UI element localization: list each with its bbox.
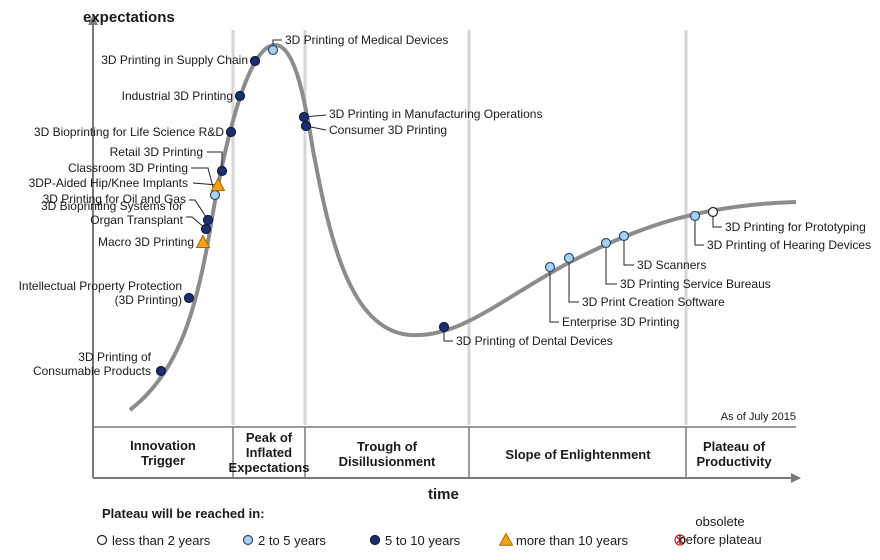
technology-markers <box>155 44 719 377</box>
orange-triangle-icon <box>498 532 514 546</box>
phase-label: Productivity <box>696 454 772 469</box>
y-axis-title: expectations <box>83 9 175 26</box>
technology-marker <box>563 252 575 264</box>
technology-label: 3D Printing for Oil and Gas <box>43 192 186 206</box>
phase-label: Slope of Enlightenment <box>505 447 651 462</box>
technology-label: Industrial 3D Printing <box>122 89 233 103</box>
leader-lines <box>186 39 722 342</box>
dark-blue-circle-icon <box>369 534 381 546</box>
technology-label: 3D Bioprinting for Life Science R&D <box>34 125 224 139</box>
legend-item: less than 2 years <box>96 533 211 548</box>
leader-line <box>568 258 579 303</box>
technology-label: 3D Printing of Dental Devices <box>456 334 613 348</box>
technology-label: (3D Printing) <box>115 293 182 307</box>
technology-label: 3D Printing in Manufacturing Operations <box>329 107 542 121</box>
technology-label: Consumer 3D Printing <box>329 123 447 137</box>
phase-label: Inflated <box>246 445 292 460</box>
technology-marker <box>267 44 279 56</box>
phase-label: Peak of <box>246 430 293 445</box>
leader-line <box>207 151 223 171</box>
technology-marker <box>209 189 221 201</box>
phase-label: Trigger <box>141 453 185 468</box>
legend-label: less than 2 years <box>112 533 211 548</box>
legend-label: obsolete <box>695 514 744 529</box>
phase-label: Trough of <box>357 439 418 454</box>
technology-marker <box>202 214 214 226</box>
technology-marker <box>707 206 719 218</box>
legend-title: Plateau will be reached in: <box>102 506 265 521</box>
technology-labels: 3D Printing of Medical Devices 3D Printin… <box>19 33 872 378</box>
phase-label: Disillusionment <box>339 454 436 469</box>
technology-marker <box>438 321 450 333</box>
technology-marker <box>200 223 212 235</box>
x-axis-title: time <box>428 486 459 503</box>
technology-marker <box>216 165 228 177</box>
technology-marker <box>195 234 211 249</box>
legend-label: 2 to 5 years <box>258 533 326 548</box>
legend-item: 5 to 10 years <box>369 533 461 548</box>
legend-label: more than 10 years <box>516 533 629 548</box>
technology-label: 3D Printing of Hearing Devices <box>707 238 871 252</box>
legend-label: before plateau <box>678 532 761 547</box>
legend-item: obsolete before plateau <box>674 514 762 547</box>
legend-label: 5 to 10 years <box>385 533 461 548</box>
technology-label: Consumable Products <box>33 364 151 378</box>
legend-item: more than 10 years <box>498 532 629 548</box>
technology-label: 3D Printing for Prototyping <box>725 220 866 234</box>
technology-label: Retail 3D Printing <box>110 145 203 159</box>
technology-marker <box>298 111 310 123</box>
technology-label: 3D Printing in Supply Chain <box>101 53 248 67</box>
as-of-date: As of July 2015 <box>721 411 796 423</box>
technology-marker <box>300 120 312 132</box>
light-blue-circle-icon <box>242 534 254 546</box>
technology-marker <box>544 261 556 273</box>
technology-marker <box>618 230 630 242</box>
technology-label: Classroom 3D Printing <box>68 161 188 175</box>
leader-line <box>192 182 219 186</box>
technology-label: 3D Bioprinting Systems for <box>41 199 183 213</box>
technology-label: Enterprise 3D Printing <box>562 315 679 329</box>
leader-line <box>694 216 704 246</box>
leader-line <box>623 236 634 266</box>
technology-marker <box>155 365 167 377</box>
leader-line <box>605 243 617 285</box>
phase-label: Expectations <box>229 460 310 475</box>
legend: Plateau will be reached in: less than 2 y… <box>96 506 762 548</box>
technology-marker <box>183 292 195 304</box>
phase-label: Plateau of <box>703 439 766 454</box>
technology-label: Intellectual Property Protection <box>19 279 182 293</box>
technology-label: 3D Printing of <box>78 350 151 364</box>
technology-marker <box>689 210 701 222</box>
phase-label: Innovation <box>130 438 196 453</box>
technology-label: 3D Printing Service Bureaus <box>620 277 771 291</box>
technology-marker <box>210 177 226 192</box>
technology-marker <box>600 237 612 249</box>
technology-label: Macro 3D Printing <box>98 235 194 249</box>
leader-line <box>186 216 207 230</box>
leader-line <box>191 167 216 196</box>
technology-label: 3D Print Creation Software <box>582 295 725 309</box>
technology-marker <box>249 55 261 67</box>
hollow-circle-icon <box>96 534 108 546</box>
technology-label: 3D Printing of Medical Devices <box>285 33 448 47</box>
leader-line <box>189 199 209 221</box>
legend-item: 2 to 5 years <box>242 533 326 548</box>
technology-marker <box>234 90 246 102</box>
technology-label: 3DP-Aided Hip/Knee Implants <box>29 176 188 190</box>
technology-label: 3D Scanners <box>637 258 706 272</box>
technology-marker <box>225 126 237 138</box>
leader-line <box>549 267 559 323</box>
technology-label: Organ Transplant <box>90 213 183 227</box>
